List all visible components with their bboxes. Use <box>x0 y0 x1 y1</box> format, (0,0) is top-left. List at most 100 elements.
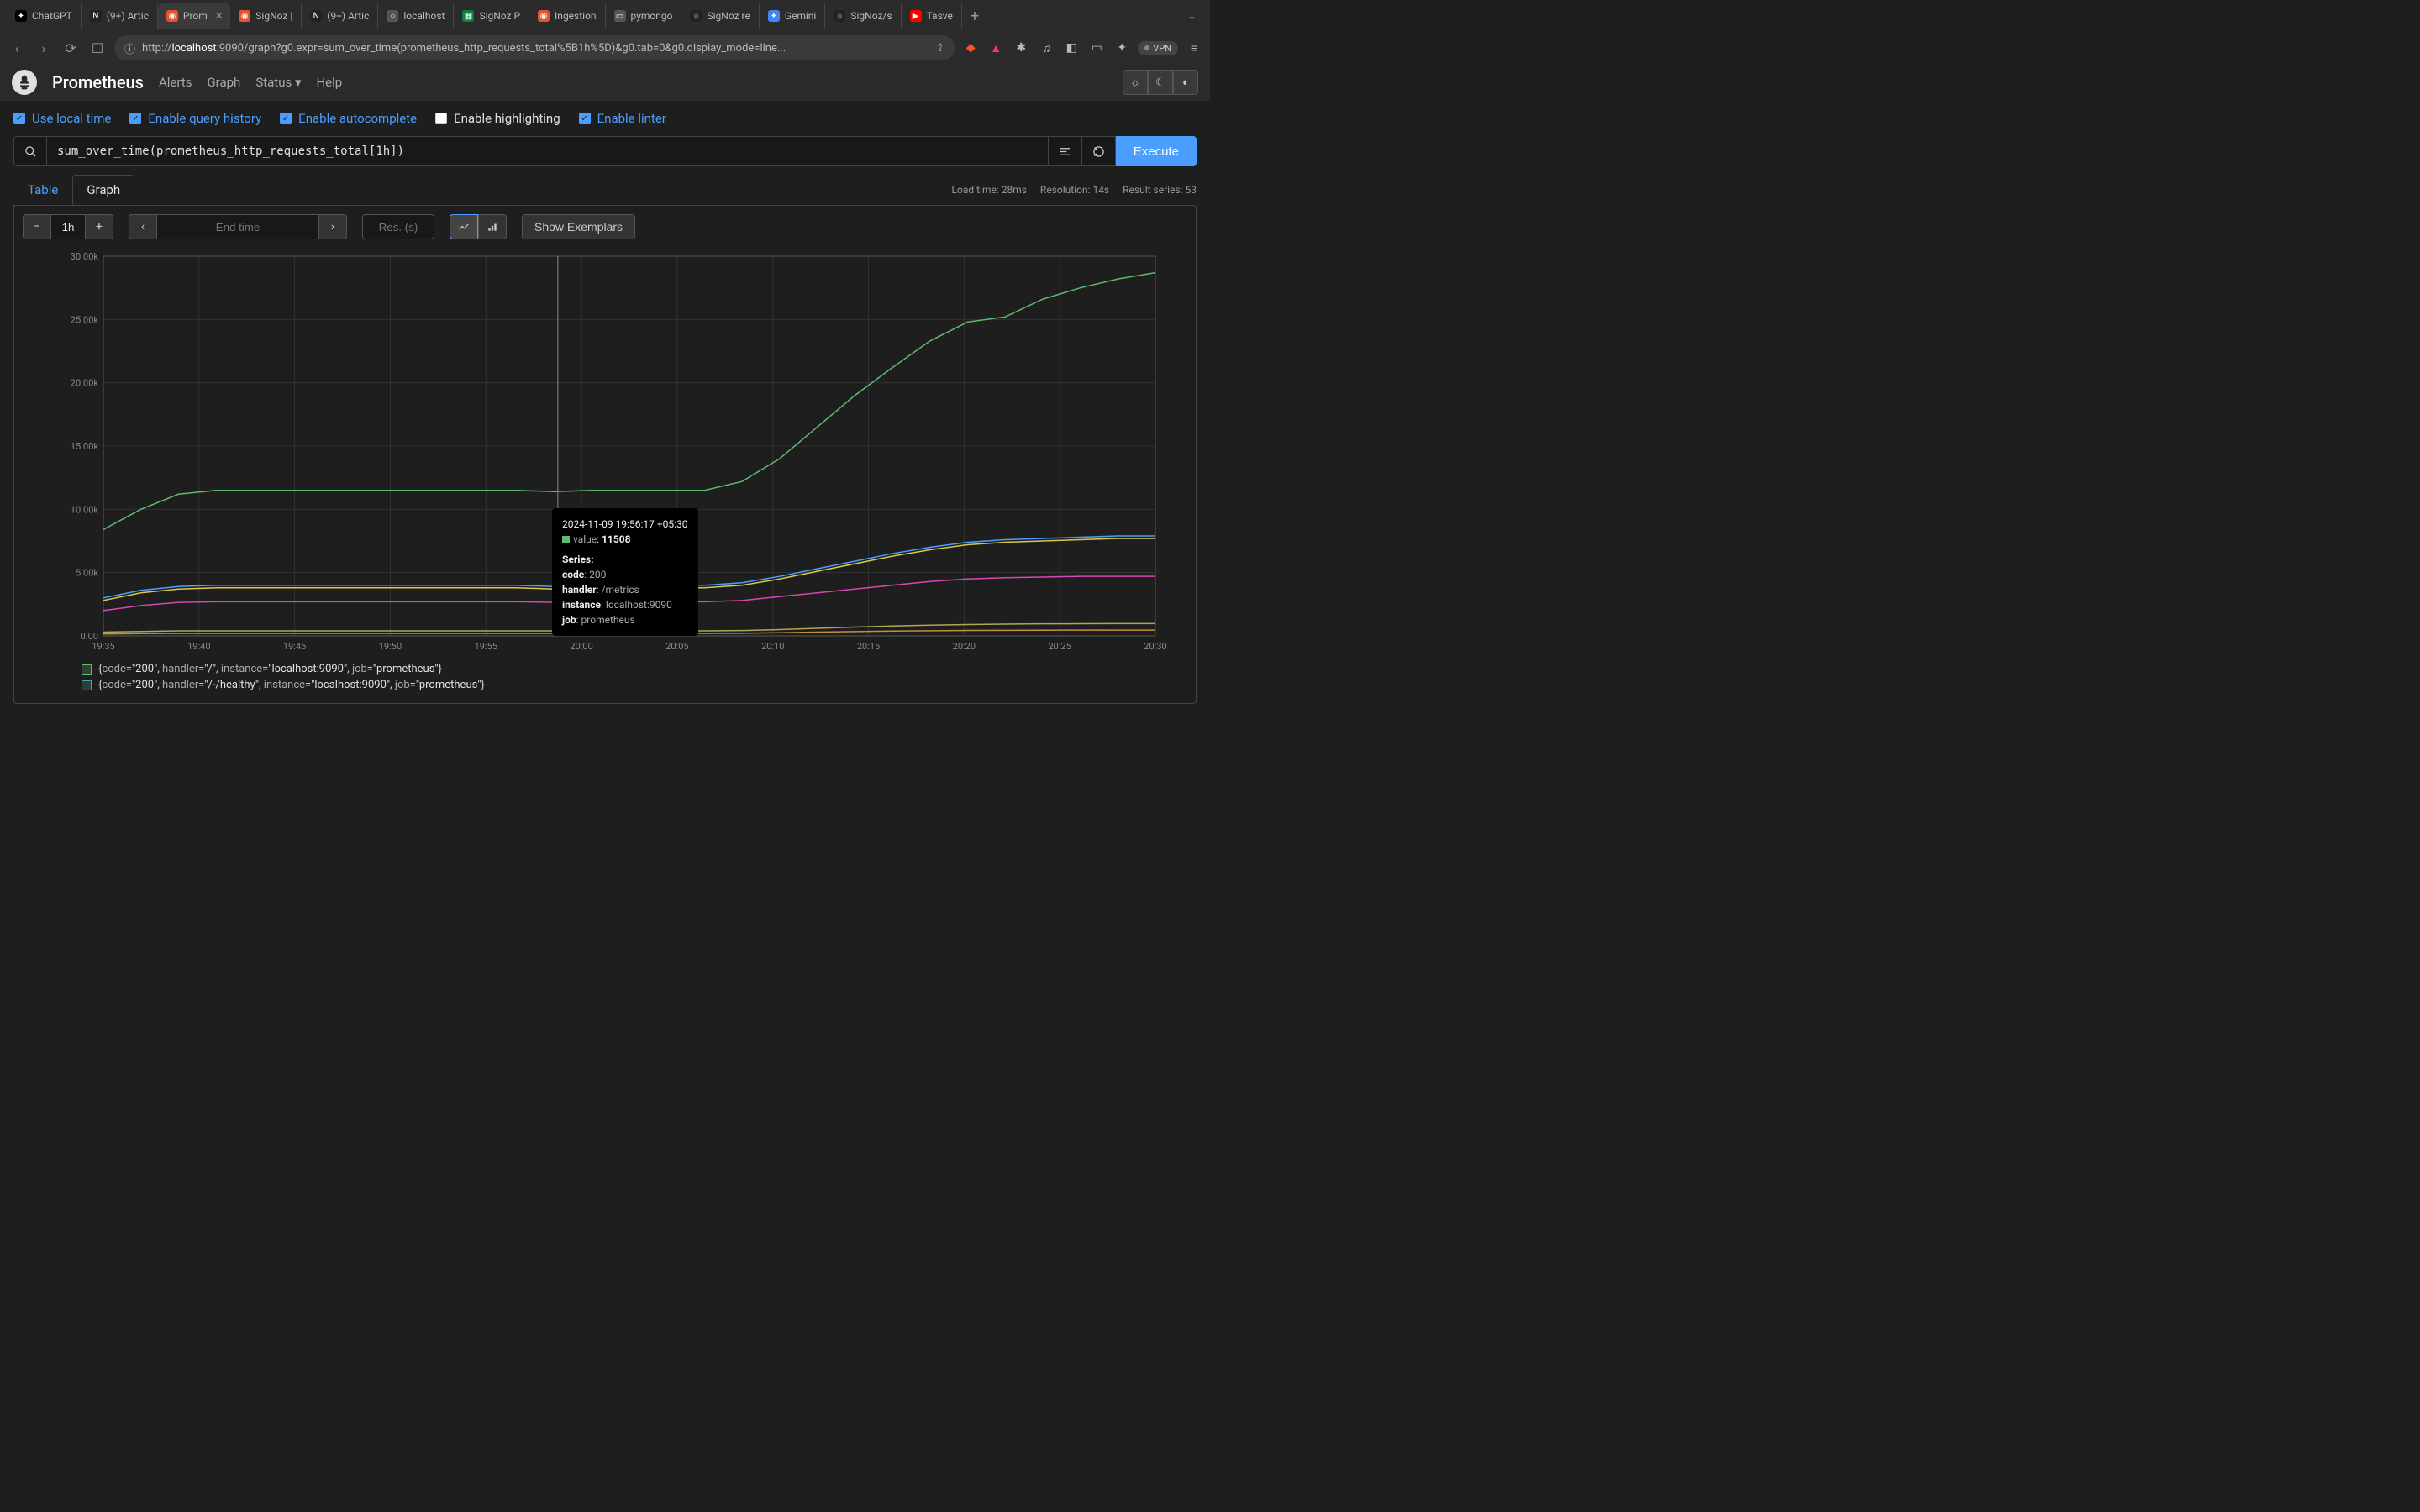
legend-label: {code="200", handler="/-/healthy", insta… <box>98 679 485 691</box>
stat-resolution: Resolution: 14s <box>1040 184 1109 196</box>
legend-item[interactable]: {code="200", handler="/-/healthy", insta… <box>82 679 1174 691</box>
stacked-chart-button[interactable] <box>478 214 507 239</box>
resolution-input[interactable] <box>362 214 434 239</box>
prometheus-navbar: Prometheus Alerts Graph Status ▾ Help ☼ … <box>0 64 1210 101</box>
legend-item[interactable]: {code="200", handler="/", instance="loca… <box>82 663 1174 675</box>
legend-swatch <box>82 680 92 690</box>
option-label: Enable query history <box>148 111 261 126</box>
time-forward-button[interactable]: › <box>318 214 347 239</box>
nav-status[interactable]: Status ▾ <box>255 75 301 90</box>
browser-tab[interactable]: ✦ChatGPT <box>7 3 82 29</box>
svg-text:30.00k: 30.00k <box>71 251 99 262</box>
site-info-icon[interactable]: ⓘ <box>124 40 135 56</box>
prometheus-logo[interactable] <box>12 70 37 95</box>
svg-text:20.00k: 20.00k <box>71 378 99 389</box>
extensions-icon[interactable]: ✱ <box>1012 39 1030 57</box>
browser-tab[interactable]: N(9+) Artic <box>82 3 158 29</box>
theme-dark-button[interactable]: ☾ <box>1148 70 1173 95</box>
svg-text:20:10: 20:10 <box>761 641 784 652</box>
time-back-button[interactable]: ‹ <box>129 214 157 239</box>
share-icon[interactable]: ⇪ <box>935 42 944 55</box>
back-button[interactable]: ‹ <box>7 40 27 56</box>
tab-favicon: ○ <box>834 10 845 22</box>
svg-text:20:25: 20:25 <box>1048 641 1071 652</box>
nav-help[interactable]: Help <box>316 75 342 90</box>
url-bar[interactable]: ⓘ http://localhost:9090/graph?g0.expr=su… <box>114 35 955 60</box>
tab-title: Ingestion <box>555 10 597 22</box>
vpn-badge[interactable]: VPN <box>1138 41 1178 55</box>
tab-overflow-icon[interactable]: ⌄ <box>1181 10 1203 23</box>
svg-text:19:35: 19:35 <box>92 641 114 652</box>
forward-button[interactable]: › <box>34 40 54 56</box>
svg-text:5.00k: 5.00k <box>76 568 98 579</box>
svg-text:25.00k: 25.00k <box>71 314 99 325</box>
checkbox-icon: ✓ <box>13 113 25 124</box>
browser-tab[interactable]: ▶Tasve <box>902 3 962 29</box>
option-label: Use local time <box>32 111 111 126</box>
browser-toolbar: ‹ › ⟳ ☐ ⓘ http://localhost:9090/graph?g0… <box>0 32 1210 64</box>
legend-label: {code="200", handler="/", instance="loca… <box>98 663 442 675</box>
browser-tab[interactable]: ○SigNoz/s <box>825 3 901 29</box>
tab-title: Tasve <box>927 10 953 22</box>
bookmark-star-icon[interactable]: ✦ <box>1113 39 1131 57</box>
range-decrease-button[interactable]: − <box>23 214 51 239</box>
tab-title: SigNoz P <box>479 10 520 22</box>
browser-tab[interactable]: ✦Gemini <box>760 3 826 29</box>
tab-title: Prom <box>183 10 208 22</box>
option-checkbox[interactable]: ✓Enable autocomplete <box>280 111 417 126</box>
line-chart-button[interactable] <box>450 214 478 239</box>
reading-list-icon[interactable]: ▭ <box>1087 39 1106 57</box>
url-text: http://localhost:9090/graph?g0.expr=sum_… <box>142 42 929 55</box>
tab-graph[interactable]: Graph <box>72 175 134 205</box>
menu-icon[interactable]: ≡ <box>1185 39 1203 57</box>
svg-text:19:55: 19:55 <box>475 641 497 652</box>
graph-panel: − + ‹ › Show Exemplars 0.005.00k10.00k15… <box>13 205 1197 704</box>
browser-tab[interactable]: ◉Ingestion <box>529 3 606 29</box>
tab-favicon: ✦ <box>768 10 780 22</box>
theme-auto-button[interactable]: ◐ <box>1173 70 1198 95</box>
browser-tab[interactable]: ○SigNoz re <box>681 3 759 29</box>
query-input[interactable] <box>47 136 1049 166</box>
reload-button[interactable]: ⟳ <box>60 40 81 56</box>
browser-tab[interactable]: ◉Prom× <box>158 3 230 29</box>
browser-tab[interactable]: ○localhost <box>378 3 454 29</box>
tab-title: pymongo <box>631 10 673 22</box>
execute-button[interactable]: Execute <box>1116 136 1197 166</box>
chart-area[interactable]: 0.005.00k10.00k15.00k20.00k25.00k30.00k1… <box>23 249 1187 653</box>
browser-tab[interactable]: N(9+) Artic <box>302 3 378 29</box>
browser-tab-strip: ✦ChatGPTN(9+) Artic◉Prom×◉SigNoz |N(9+) … <box>0 0 1210 32</box>
option-checkbox[interactable]: ✓ Use local time <box>13 111 111 126</box>
query-history-button[interactable] <box>1082 136 1116 166</box>
browser-tab[interactable]: ▭pymongo <box>606 3 682 29</box>
tab-table[interactable]: Table <box>13 175 72 205</box>
browser-tab[interactable]: ◉SigNoz | <box>230 3 302 29</box>
bookmark-button[interactable]: ☐ <box>87 40 108 56</box>
option-checkbox[interactable]: ✓Enable linter <box>579 111 666 126</box>
browser-tab[interactable]: ▦ SigNoz P <box>454 3 529 29</box>
sidebar-icon[interactable]: ◧ <box>1062 39 1081 57</box>
option-checkbox[interactable]: Enable highlighting <box>435 111 560 126</box>
svg-text:20:00: 20:00 <box>570 641 592 652</box>
range-increase-button[interactable]: + <box>85 214 113 239</box>
range-input[interactable] <box>51 214 85 239</box>
nav-alerts[interactable]: Alerts <box>159 75 192 90</box>
svg-text:10.00k: 10.00k <box>71 504 99 515</box>
tab-close-icon[interactable]: × <box>216 9 222 23</box>
new-tab-button[interactable]: + <box>962 8 987 25</box>
checkbox-icon: ✓ <box>579 113 591 124</box>
tab-favicon: ◉ <box>239 10 250 22</box>
brand-title[interactable]: Prometheus <box>52 72 144 92</box>
result-tabs-row: Table Graph Load time: 28ms Resolution: … <box>0 166 1210 205</box>
option-checkbox[interactable]: ✓Enable query history <box>129 111 261 126</box>
format-query-button[interactable] <box>1049 136 1082 166</box>
end-time-input[interactable] <box>157 214 318 239</box>
show-exemplars-button[interactable]: Show Exemplars <box>522 214 635 239</box>
extension-icon[interactable]: ▲ <box>986 39 1005 57</box>
theme-light-button[interactable]: ☼ <box>1123 70 1148 95</box>
svg-text:19:40: 19:40 <box>187 641 210 652</box>
tab-favicon: ▦ <box>462 10 474 22</box>
nav-graph[interactable]: Graph <box>207 75 240 90</box>
music-icon[interactable]: ♫ <box>1037 39 1055 57</box>
brave-icon[interactable]: ◆ <box>961 39 980 57</box>
metrics-explorer-button[interactable] <box>13 136 47 166</box>
